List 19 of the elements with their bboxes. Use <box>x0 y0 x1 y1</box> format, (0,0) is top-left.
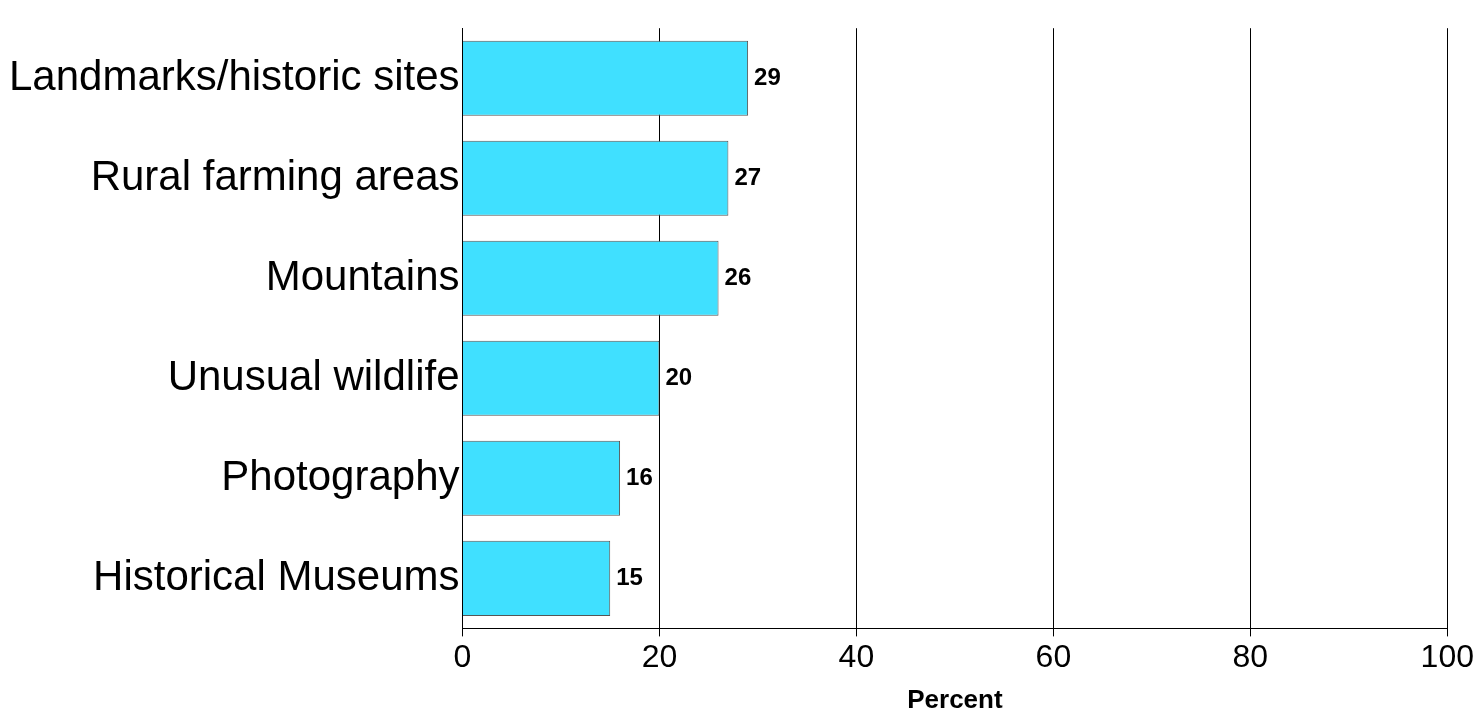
x-tick-label: 60 <box>1035 638 1072 675</box>
data-label: 29 <box>754 62 781 90</box>
x-axis-title: Percent <box>907 683 1003 714</box>
y-tick-label: Historical Museums <box>93 551 460 599</box>
x-tick-label: 0 <box>453 638 472 675</box>
x-tick-label: 100 <box>1420 638 1474 675</box>
y-tick-label: Unusual wildlife <box>167 351 460 399</box>
x-tick-label: 40 <box>838 638 875 675</box>
data-label: 27 <box>734 162 762 190</box>
data-label: 15 <box>616 563 643 591</box>
x-tick-label: 20 <box>641 638 678 675</box>
data-label: 26 <box>724 262 752 290</box>
data-label: 20 <box>665 362 693 390</box>
y-tick-label: Mountains <box>265 251 460 299</box>
data-label: 16 <box>626 462 653 490</box>
y-tick-label: Photography <box>221 451 460 499</box>
y-tick-label: Landmarks/historic sites <box>9 51 460 99</box>
y-tick-label: Rural farming areas <box>90 151 460 199</box>
x-tick-label: 80 <box>1232 638 1269 675</box>
